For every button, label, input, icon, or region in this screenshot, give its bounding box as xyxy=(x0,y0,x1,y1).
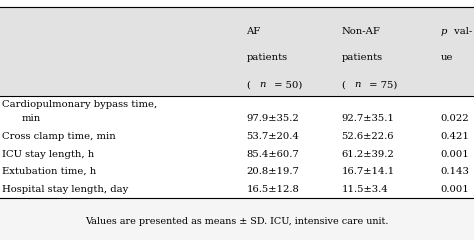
Text: = 50): = 50) xyxy=(271,80,302,89)
Text: Hospital stay length, day: Hospital stay length, day xyxy=(2,185,128,194)
Text: (: ( xyxy=(246,80,250,89)
Text: (: ( xyxy=(341,80,345,89)
Text: 16.7±14.1: 16.7±14.1 xyxy=(341,167,394,176)
Text: 92.7±35.1: 92.7±35.1 xyxy=(341,114,394,123)
Text: 85.4±60.7: 85.4±60.7 xyxy=(246,150,299,159)
Text: Cross clamp time, min: Cross clamp time, min xyxy=(2,132,116,141)
Text: Extubation time, h: Extubation time, h xyxy=(2,167,97,176)
Text: patients: patients xyxy=(341,54,383,62)
Text: 0.143: 0.143 xyxy=(441,167,470,176)
Text: n: n xyxy=(260,80,266,89)
Text: 20.8±19.7: 20.8±19.7 xyxy=(246,167,300,176)
Text: 0.421: 0.421 xyxy=(441,132,470,141)
Text: ue: ue xyxy=(441,54,453,62)
Bar xyxy=(0,96,474,198)
Text: = 75): = 75) xyxy=(366,80,397,89)
Text: Non-AF: Non-AF xyxy=(341,27,380,36)
Text: ICU stay length, h: ICU stay length, h xyxy=(2,150,95,159)
Text: 11.5±3.4: 11.5±3.4 xyxy=(341,185,388,194)
Bar xyxy=(0,7,474,96)
Text: p: p xyxy=(441,27,447,36)
Text: n: n xyxy=(355,80,361,89)
Bar xyxy=(0,198,474,240)
Text: 97.9±35.2: 97.9±35.2 xyxy=(246,114,299,123)
Text: 52.6±22.6: 52.6±22.6 xyxy=(341,132,394,141)
Text: 0.001: 0.001 xyxy=(441,150,470,159)
Text: patients: patients xyxy=(246,54,288,62)
Text: 16.5±12.8: 16.5±12.8 xyxy=(246,185,300,194)
Text: Cardiopulmonary bypass time,: Cardiopulmonary bypass time, xyxy=(2,100,158,109)
Text: AF: AF xyxy=(246,27,261,36)
Text: 0.001: 0.001 xyxy=(441,185,470,194)
Text: 53.7±20.4: 53.7±20.4 xyxy=(246,132,300,141)
Text: 61.2±39.2: 61.2±39.2 xyxy=(341,150,394,159)
Text: 0.022: 0.022 xyxy=(441,114,469,123)
Text: min: min xyxy=(21,114,41,123)
Text: Values are presented as means ± SD. ICU, intensive care unit.: Values are presented as means ± SD. ICU,… xyxy=(85,217,389,227)
Text: val-: val- xyxy=(451,27,473,36)
